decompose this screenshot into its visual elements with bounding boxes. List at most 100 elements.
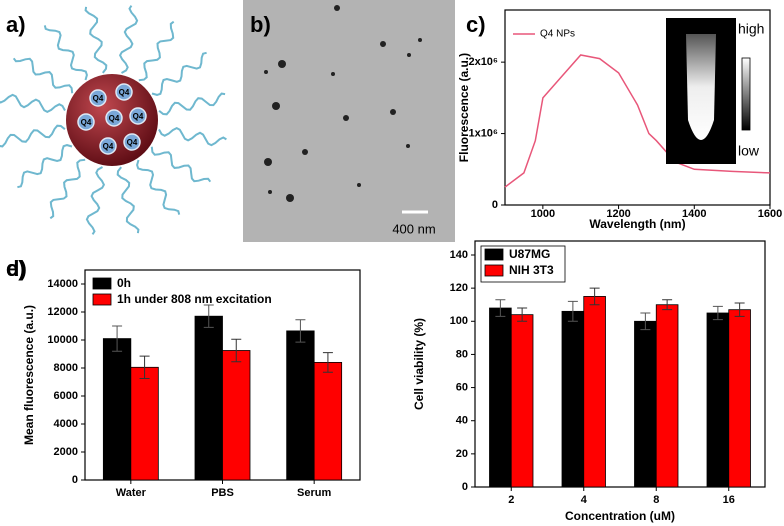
- bar: [583, 296, 606, 488]
- plot-frame: [504, 9, 771, 206]
- x-axis-label: Concentration (uM): [565, 509, 675, 523]
- polymer-chain: [136, 159, 181, 215]
- error-bar: [662, 299, 673, 311]
- bar: [561, 310, 585, 488]
- error-bar: [295, 319, 306, 343]
- bar: [194, 315, 223, 481]
- y-tick-label: 6000: [54, 390, 78, 402]
- legend-swatch: [92, 277, 112, 290]
- bar: [313, 361, 343, 481]
- bar: [706, 312, 730, 488]
- dye-molecule: [115, 83, 133, 101]
- dye-label: Q4: [93, 94, 104, 103]
- error-bar: [322, 352, 333, 373]
- particle: [331, 72, 335, 76]
- dye-molecule: [89, 89, 107, 107]
- inset-label: high: [738, 21, 764, 37]
- error-bar: [712, 305, 723, 321]
- y-tick-label: 80: [456, 348, 468, 360]
- error-bar: [203, 304, 214, 328]
- bar: [102, 338, 132, 481]
- y-tick-label: 2x10⁶: [468, 56, 498, 68]
- x-tick-label: Serum: [297, 487, 331, 499]
- x-tick-label: 1000: [531, 208, 555, 220]
- particle: [302, 149, 308, 155]
- dye-label: Q4: [109, 114, 120, 123]
- polymer-chain: [49, 158, 86, 220]
- bar: [286, 330, 315, 481]
- legend-swatch: [92, 293, 112, 306]
- plot-frame: [474, 240, 766, 488]
- panel-label: d): [6, 256, 27, 281]
- polymer-chain: [138, 20, 175, 82]
- inset-tube: [686, 34, 716, 140]
- x-tick-label: 1600: [758, 208, 782, 220]
- bar: [634, 320, 657, 488]
- polymer-chain: [12, 57, 74, 94]
- y-tick-label: 120: [450, 282, 468, 294]
- dye-molecule: [105, 109, 123, 127]
- particle: [268, 190, 272, 194]
- bar: [728, 309, 751, 488]
- legend-label: 0h: [117, 276, 131, 290]
- particle: [264, 70, 268, 74]
- dye-label: Q4: [119, 88, 130, 97]
- y-tick-label: 14000: [47, 278, 78, 290]
- dye-molecule: [99, 137, 117, 155]
- bar: [222, 350, 251, 481]
- error-bar: [139, 355, 150, 379]
- y-tick-label: 4000: [54, 418, 78, 430]
- particle: [406, 144, 410, 148]
- bar: [655, 304, 679, 488]
- legend-swatch: [484, 248, 504, 261]
- bar: [130, 366, 159, 481]
- x-tick-label: 16: [723, 494, 735, 506]
- particle: [264, 158, 272, 166]
- error-bar: [517, 307, 528, 322]
- dye-label: Q4: [103, 142, 114, 151]
- particle: [380, 41, 386, 47]
- y-tick-label: 140: [450, 249, 468, 261]
- y-tick-label: 12000: [47, 306, 78, 318]
- legend-label: 1h under 808 nm excitation: [117, 292, 272, 306]
- error-bar: [567, 300, 578, 322]
- series-line: [504, 54, 771, 188]
- error-bar: [640, 312, 651, 331]
- panel-label: b): [250, 12, 271, 37]
- y-axis-label: Fluorescence (a.u.): [457, 53, 471, 162]
- polymer-chain: [85, 166, 106, 235]
- legend-label: Q4 NPs: [540, 29, 575, 40]
- legend-label: NIH 3T3: [509, 263, 554, 277]
- y-tick-label: 20: [456, 448, 468, 460]
- y-tick-label: 1x10⁶: [468, 127, 498, 139]
- illustration-b: b) 400 nm: [243, 0, 455, 242]
- particle: [278, 60, 286, 68]
- polymer-chain: [0, 124, 66, 148]
- inset-colorbar: [741, 57, 751, 131]
- particle: [407, 53, 411, 57]
- y-tick-label: 60: [456, 381, 468, 393]
- x-tick-label: 1200: [606, 208, 630, 220]
- polymer-chain: [43, 25, 88, 81]
- dye-label: Q4: [81, 118, 92, 127]
- polymer-chain: [17, 144, 73, 189]
- x-axis-label: Wavelength (nm): [589, 217, 685, 231]
- polymer-chain: [150, 146, 212, 183]
- y-tick-label: 40: [456, 415, 468, 427]
- bar: [510, 314, 534, 488]
- polymer-chain: [116, 166, 140, 234]
- y-tick-label: 0: [492, 199, 498, 211]
- polymer-chain: [0, 93, 66, 114]
- dye-molecule: [77, 113, 95, 131]
- particle: [272, 102, 280, 110]
- particle: [334, 5, 340, 11]
- particle: [357, 183, 361, 187]
- particle: [390, 109, 396, 115]
- error-bar: [495, 299, 506, 317]
- y-tick-label: 0: [72, 474, 78, 486]
- x-tick-label: 2: [508, 494, 514, 506]
- tem-image: [243, 0, 455, 242]
- dye-label: Q4: [133, 112, 144, 121]
- legend-label: U87MG: [509, 247, 550, 261]
